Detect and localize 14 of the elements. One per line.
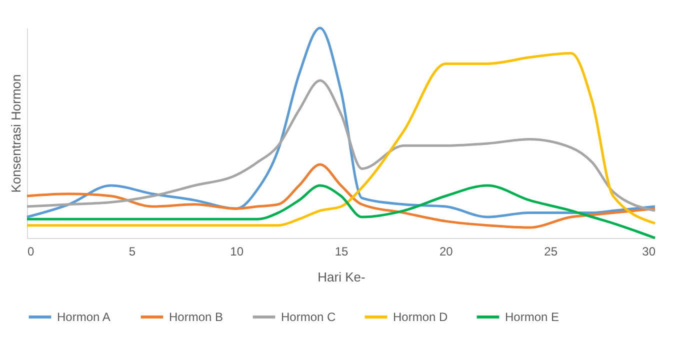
x-tick-label: 15	[334, 244, 348, 258]
legend-label: Hormon D	[393, 310, 448, 324]
x-tick-label: 25	[544, 244, 558, 258]
x-tick-label: 20	[439, 244, 454, 258]
legend-label: Hormon C	[281, 310, 336, 324]
x-tick-label: 5	[128, 244, 136, 258]
y-axis-title: Konsentrasi Hormon	[8, 74, 24, 193]
x-tick-label: 30	[642, 244, 656, 258]
x-tick-label: 10	[230, 244, 244, 258]
legend-label: Hormon E	[505, 310, 560, 324]
legend-label: Hormon A	[57, 310, 110, 324]
legend-label: Hormon B	[169, 310, 224, 324]
x-tick-label: 0	[28, 244, 34, 258]
x-axis-title: Hari Ke-	[318, 270, 366, 284]
